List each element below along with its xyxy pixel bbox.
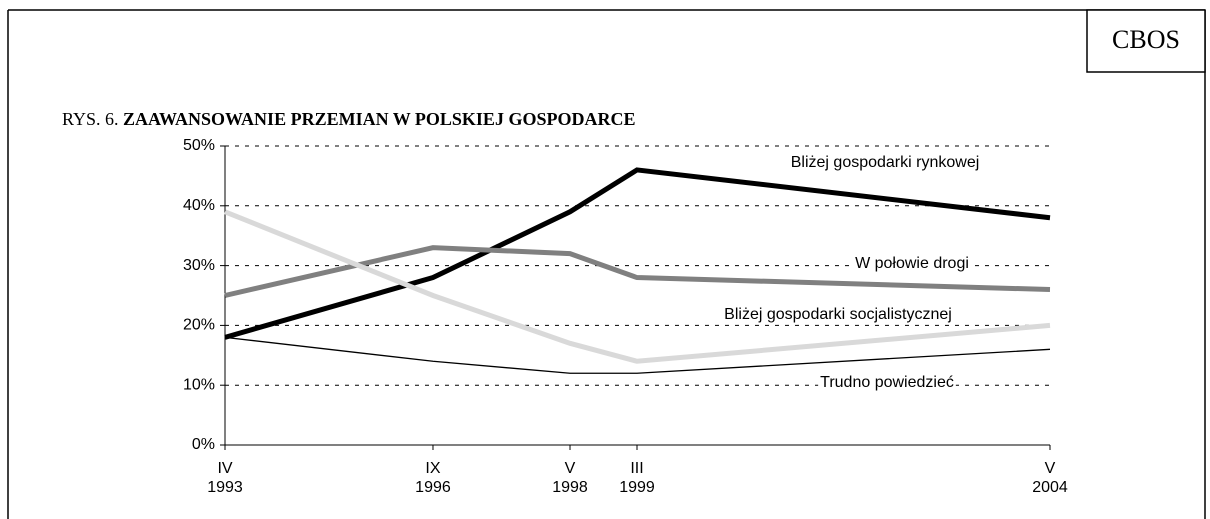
y-tick-label: 10% <box>183 376 215 393</box>
series-line <box>224 336 1051 374</box>
brand: CBOS <box>1112 25 1180 54</box>
series-line <box>224 167 1051 340</box>
x-tick-label: 1998 <box>552 479 588 496</box>
x-tick-label: 1996 <box>415 479 451 496</box>
series-label-bg <box>853 255 971 273</box>
series-label: Trudno powiedzieć <box>820 374 954 391</box>
series-label: Bliżej gospodarki rynkowej <box>791 154 980 171</box>
x-tick-label: 1999 <box>619 479 655 496</box>
series-label-bg <box>722 306 954 324</box>
x-tick-label: III <box>630 460 643 477</box>
series-line <box>224 245 1051 298</box>
brand-box <box>1086 9 1206 73</box>
y-tick-label: 30% <box>183 257 215 274</box>
x-tick-label: IV <box>217 460 232 477</box>
x-tick-label: 2004 <box>1032 479 1068 496</box>
y-tick-label: 50% <box>183 137 215 154</box>
x-tick-label: IX <box>425 460 440 477</box>
y-tick-label: 20% <box>183 317 215 334</box>
y-tick-label: 40% <box>183 197 215 214</box>
chart-title: RYS. 6. ZAAWANSOWANIE PRZEMIAN W POLSKIE… <box>62 109 635 129</box>
series-line <box>224 209 1051 364</box>
y-tick-label: 0% <box>192 436 215 453</box>
x-tick-label: V <box>1045 460 1056 477</box>
x-tick-label: 1993 <box>207 479 243 496</box>
x-tick-label: V <box>565 460 576 477</box>
series-label: Bliżej gospodarki socjalistycznej <box>724 306 952 323</box>
title-main: ZAAWANSOWANIE PRZEMIAN W POLSKIEJ GOSPOD… <box>123 109 635 129</box>
series-label: W połowie drogi <box>855 255 969 272</box>
title-prefix: RYS. 6. <box>62 109 119 129</box>
series-label-bg <box>788 154 982 172</box>
series-label-bg <box>818 374 956 392</box>
